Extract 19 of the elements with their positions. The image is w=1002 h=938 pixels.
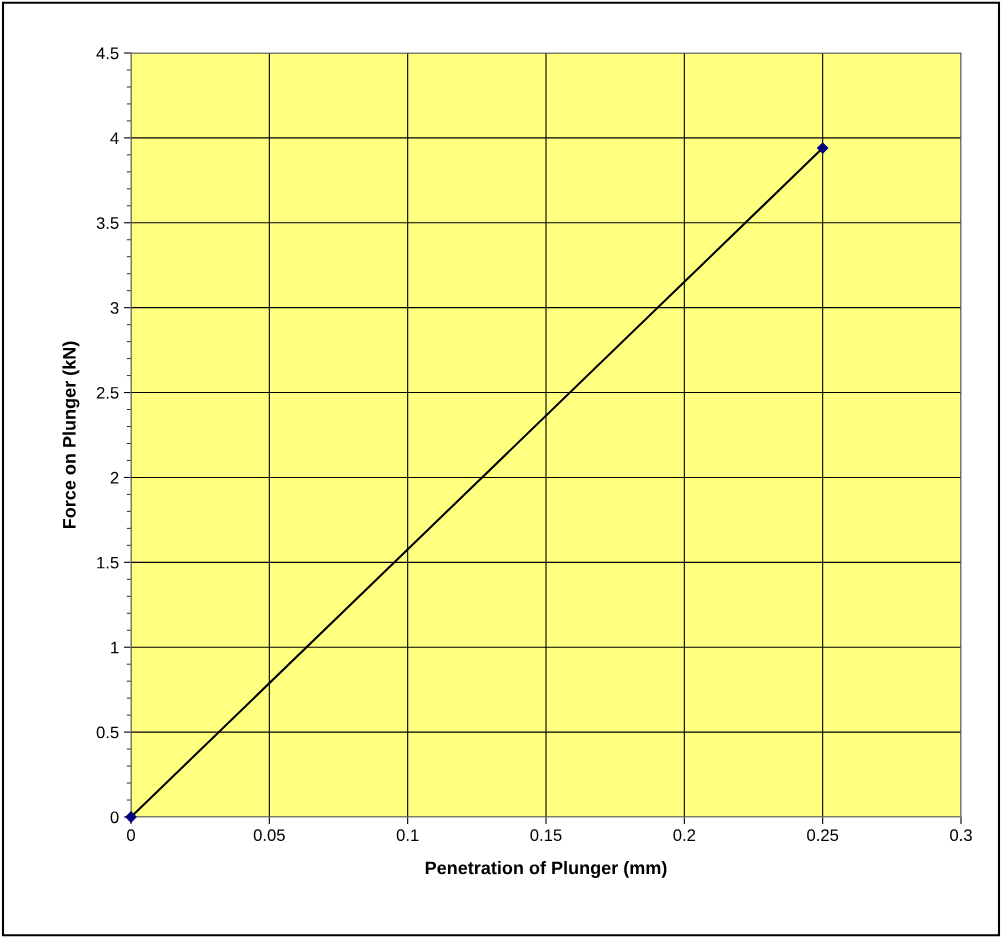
y-axis-title: Force on Plunger (kN)	[62, 341, 80, 529]
y-tick-label: 1.5	[97, 556, 119, 569]
x-tick-label: 0.15	[530, 829, 562, 842]
x-tick-label: 0.25	[807, 829, 839, 842]
x-tick-label: 0	[127, 829, 135, 842]
y-tick-label: 4.5	[96, 47, 119, 60]
x-tick-label: 0.1	[396, 829, 419, 842]
x-tick-label: 0.3	[950, 829, 972, 842]
y-tick-label: 3	[110, 302, 119, 314]
y-tick-label: 0.5	[96, 726, 119, 739]
x-axis-title: Penetration of Plunger (mm)	[425, 861, 667, 878]
x-tick-label: 0.05	[253, 829, 285, 842]
y-tick-label: 3.5	[96, 217, 119, 229]
y-tick-label: 4	[110, 132, 119, 144]
y-tick-label: 0	[110, 811, 119, 824]
y-tick-label: 1	[111, 641, 119, 654]
y-tick-label: 2	[110, 471, 119, 484]
y-tick-label: 2.5	[96, 386, 119, 399]
x-tick-label: 0.2	[673, 829, 696, 842]
